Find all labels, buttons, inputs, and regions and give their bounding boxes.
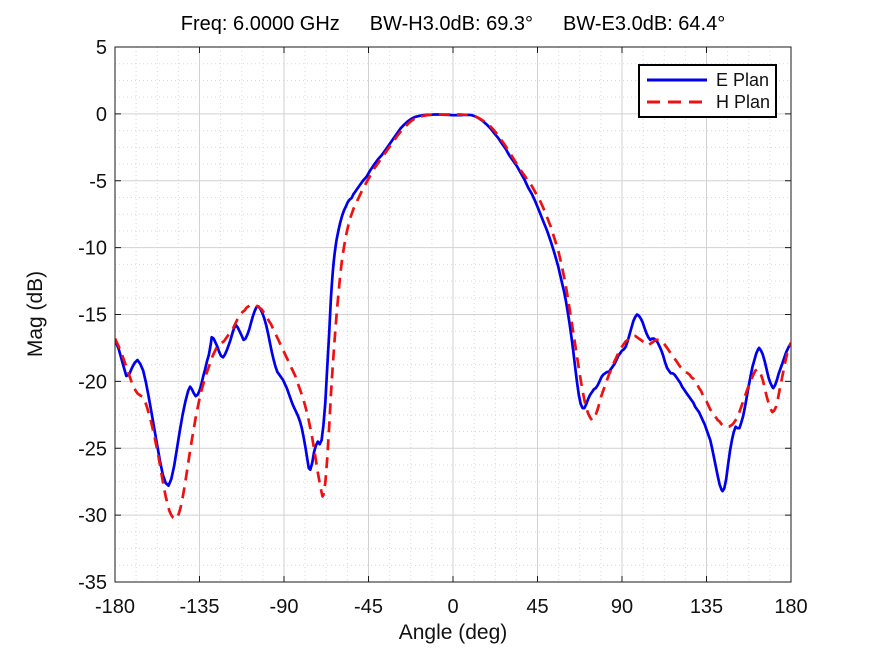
x-tick-label: -180 <box>95 596 135 618</box>
x-tick-label: 45 <box>526 596 548 618</box>
y-tick-label: -30 <box>78 505 107 527</box>
x-tick-label: 135 <box>690 596 723 618</box>
x-tick-label: 90 <box>611 596 633 618</box>
legend-label-e-plan: E Plan <box>716 69 770 90</box>
title-beamwidth-h: BW-H3.0dB: 69.3° <box>369 13 534 35</box>
title-beamwidth-e: BW-E3.0dB: 64.4° <box>563 13 726 35</box>
legend-item-e-plan: E Plan <box>646 71 775 89</box>
y-tick-label: 0 <box>96 104 107 126</box>
y-axis-label: Mag (dB) <box>24 270 47 358</box>
y-tick-label: -35 <box>78 572 107 594</box>
x-tick-label: 0 <box>447 596 458 618</box>
series-curves <box>115 113 791 521</box>
y-tick-label: 5 <box>96 37 107 59</box>
y-tick-label: -10 <box>78 238 107 260</box>
x-axis-label: Angle (deg) <box>398 621 508 644</box>
major-grid <box>115 47 791 582</box>
y-tick-label: -5 <box>89 171 107 193</box>
legend: E Plan H Plan <box>638 64 777 118</box>
x-tick-label: -135 <box>179 596 219 618</box>
x-tick-label: 180 <box>774 596 807 618</box>
x-tick-label: -90 <box>270 596 299 618</box>
axes-box <box>114 46 792 583</box>
title-frequency: Freq: 6.0000 GHz <box>180 13 340 35</box>
x-tick-label: -45 <box>354 596 383 618</box>
y-tick-label: -25 <box>78 438 107 460</box>
tick-labels: -180 -135 -90 -45 0 45 90 135 180 5 0 -5 -10 -15 -20 -2… <box>78 37 808 618</box>
e-plan-line-swatch <box>647 78 707 82</box>
legend-label-h-plan: H Plan <box>716 92 771 113</box>
h-plan-line-swatch <box>647 100 707 104</box>
y-tick-label: -20 <box>78 371 107 393</box>
chart-title: Freq: 6.0000 GHz BW-H3.0dB: 69.3° BW-E3.… <box>115 13 791 36</box>
legend-item-h-plan: H Plan <box>646 93 775 111</box>
y-tick-label: -15 <box>78 305 107 327</box>
